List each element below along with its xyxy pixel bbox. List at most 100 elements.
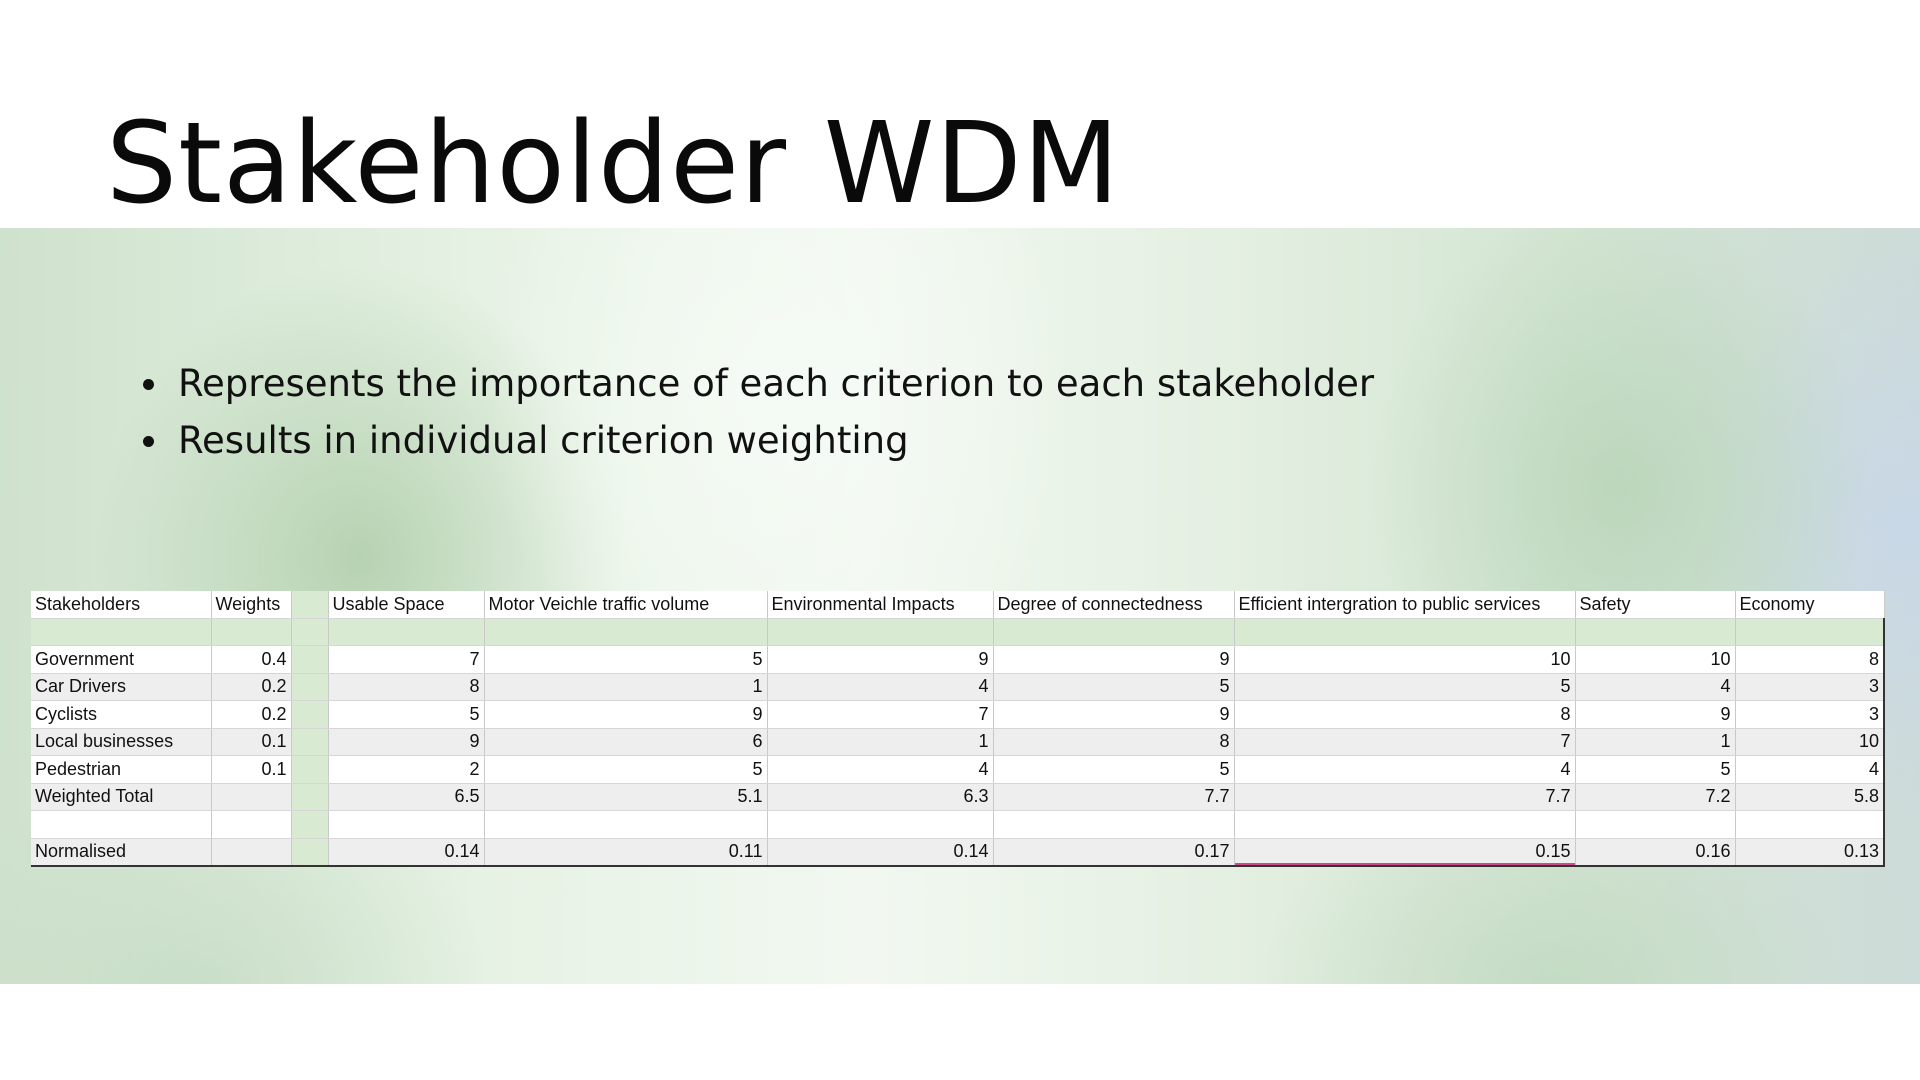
table-cell[interactable] xyxy=(1735,810,1885,839)
score-cell[interactable]: 4 xyxy=(767,673,994,701)
gap-cell[interactable] xyxy=(291,810,329,839)
table-cell[interactable] xyxy=(1234,618,1576,646)
score-cell[interactable]: 2 xyxy=(328,755,485,784)
score-cell[interactable]: 7 xyxy=(328,645,485,674)
gap-cell[interactable] xyxy=(291,618,329,646)
total-cell[interactable]: 6.5 xyxy=(328,783,485,811)
table-cell[interactable] xyxy=(767,618,994,646)
score-cell[interactable]: 10 xyxy=(1575,645,1736,674)
weight-cell[interactable]: 0.2 xyxy=(211,700,292,729)
normalised-cell[interactable]: 0.14 xyxy=(328,838,485,867)
score-cell[interactable]: 1 xyxy=(767,728,994,756)
row-label-cell[interactable]: Cyclists xyxy=(31,700,212,729)
normalised-cell[interactable]: 0.15 xyxy=(1234,838,1576,867)
table-cell[interactable] xyxy=(993,810,1235,839)
header-cell[interactable]: Safety xyxy=(1575,591,1736,619)
header-cell[interactable]: Economy xyxy=(1735,591,1885,619)
score-cell[interactable]: 6 xyxy=(484,728,768,756)
normalised-cell[interactable]: 0.14 xyxy=(767,838,994,867)
total-cell[interactable]: 5.8 xyxy=(1735,783,1885,811)
score-cell[interactable]: 10 xyxy=(1234,645,1576,674)
table-cell[interactable] xyxy=(484,810,768,839)
table-cell[interactable] xyxy=(31,618,212,646)
score-cell[interactable]: 5 xyxy=(993,673,1235,701)
header-cell[interactable]: Usable Space xyxy=(328,591,485,619)
score-cell[interactable]: 5 xyxy=(1575,755,1736,784)
header-cell[interactable]: Stakeholders xyxy=(31,591,212,619)
score-cell[interactable]: 5 xyxy=(993,755,1235,784)
score-cell[interactable]: 5 xyxy=(1234,673,1576,701)
score-cell[interactable]: 4 xyxy=(1575,673,1736,701)
gap-cell[interactable] xyxy=(291,645,329,674)
score-cell[interactable]: 9 xyxy=(993,700,1235,729)
table-cell[interactable] xyxy=(993,618,1235,646)
score-cell[interactable]: 5 xyxy=(484,645,768,674)
total-cell[interactable]: 7.2 xyxy=(1575,783,1736,811)
weight-cell[interactable]: 0.4 xyxy=(211,645,292,674)
total-cell[interactable]: 7.7 xyxy=(993,783,1235,811)
table-cell[interactable] xyxy=(211,618,292,646)
row-label-cell[interactable]: Pedestrian xyxy=(31,755,212,784)
score-cell[interactable]: 3 xyxy=(1735,673,1885,701)
score-cell[interactable]: 5 xyxy=(484,755,768,784)
score-cell[interactable]: 9 xyxy=(484,700,768,729)
header-cell[interactable]: Weights xyxy=(211,591,292,619)
header-cell[interactable]: Motor Veichle traffic volume xyxy=(484,591,768,619)
row-label-cell[interactable]: Weighted Total xyxy=(31,783,212,811)
table-cell[interactable] xyxy=(1735,618,1885,646)
normalised-cell[interactable]: 0.17 xyxy=(993,838,1235,867)
header-cell[interactable]: Degree of connectedness xyxy=(993,591,1235,619)
score-cell[interactable]: 1 xyxy=(484,673,768,701)
total-cell[interactable]: 6.3 xyxy=(767,783,994,811)
score-cell[interactable]: 9 xyxy=(1575,700,1736,729)
score-cell[interactable]: 9 xyxy=(328,728,485,756)
gap-cell[interactable] xyxy=(291,783,329,811)
gap-cell[interactable] xyxy=(291,673,329,701)
normalised-cell[interactable]: 0.11 xyxy=(484,838,768,867)
score-cell[interactable]: 3 xyxy=(1735,700,1885,729)
score-cell[interactable]: 4 xyxy=(1735,755,1885,784)
score-cell[interactable]: 10 xyxy=(1735,728,1885,756)
normalised-cell[interactable]: 0.16 xyxy=(1575,838,1736,867)
weight-cell[interactable]: 0.1 xyxy=(211,728,292,756)
score-cell[interactable]: 8 xyxy=(1735,645,1885,674)
gap-cell[interactable] xyxy=(291,728,329,756)
score-cell[interactable]: 4 xyxy=(767,755,994,784)
weight-cell[interactable] xyxy=(211,783,292,811)
score-cell[interactable]: 8 xyxy=(993,728,1235,756)
table-cell[interactable] xyxy=(1234,810,1576,839)
row-label-cell[interactable]: Local businesses xyxy=(31,728,212,756)
score-cell[interactable]: 1 xyxy=(1575,728,1736,756)
score-cell[interactable]: 7 xyxy=(1234,728,1576,756)
total-cell[interactable]: 7.7 xyxy=(1234,783,1576,811)
score-cell[interactable]: 4 xyxy=(1234,755,1576,784)
header-cell[interactable]: Efficient intergration to public service… xyxy=(1234,591,1576,619)
row-label-cell[interactable]: Government xyxy=(31,645,212,674)
weight-cell[interactable]: 0.1 xyxy=(211,755,292,784)
table-cell[interactable] xyxy=(328,810,485,839)
row-label-cell[interactable]: Car Drivers xyxy=(31,673,212,701)
total-cell[interactable]: 5.1 xyxy=(484,783,768,811)
table-cell[interactable] xyxy=(767,810,994,839)
table-cell[interactable] xyxy=(1575,618,1736,646)
weight-cell[interactable]: 0.2 xyxy=(211,673,292,701)
table-cell[interactable] xyxy=(31,810,212,839)
gap-cell[interactable] xyxy=(291,700,329,729)
score-cell[interactable]: 9 xyxy=(767,645,994,674)
table-cell[interactable] xyxy=(328,618,485,646)
table-cell[interactable] xyxy=(1575,810,1736,839)
score-cell[interactable]: 8 xyxy=(1234,700,1576,729)
score-cell[interactable]: 9 xyxy=(993,645,1235,674)
gap-cell[interactable] xyxy=(291,838,329,867)
weight-cell[interactable] xyxy=(211,838,292,867)
score-cell[interactable]: 8 xyxy=(328,673,485,701)
score-cell[interactable]: 5 xyxy=(328,700,485,729)
gap-cell[interactable] xyxy=(291,591,329,619)
row-label-cell[interactable]: Normalised xyxy=(31,838,212,867)
normalised-cell[interactable]: 0.13 xyxy=(1735,838,1885,867)
gap-cell[interactable] xyxy=(291,755,329,784)
table-cell[interactable] xyxy=(484,618,768,646)
score-cell[interactable]: 7 xyxy=(767,700,994,729)
table-cell[interactable] xyxy=(211,810,292,839)
header-cell[interactable]: Environmental Impacts xyxy=(767,591,994,619)
